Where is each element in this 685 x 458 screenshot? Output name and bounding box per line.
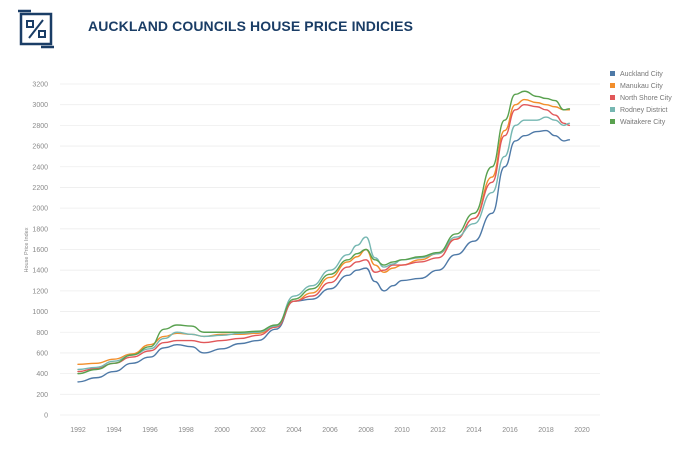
legend-item-label: Auckland City [620, 71, 663, 78]
series-line-north-shore-city [77, 103, 571, 373]
y-axis-title: House Price Index [24, 227, 30, 272]
legend-swatch [610, 95, 615, 100]
y-tick-label: 600 [36, 350, 48, 357]
series-line-rodney-district [77, 116, 571, 371]
x-tick-label: 2010 [394, 427, 410, 434]
legend: Auckland City Manukau City North Shore Cit… [610, 71, 672, 126]
y-tick-label: 3200 [32, 82, 48, 89]
x-axis: 1992 1994 1996 1998 2000 2002 2004 2006 2008 2010… [70, 427, 590, 434]
x-tick-label: 2020 [574, 427, 590, 434]
x-tick-label: 2008 [358, 427, 374, 434]
series-line-waitakere-city [77, 90, 571, 375]
x-tick-label: 2000 [214, 427, 230, 434]
y-tick-label: 400 [36, 371, 48, 378]
series-layer [77, 90, 571, 383]
x-tick-label: 2016 [502, 427, 518, 434]
y-tick-label: 1600 [32, 247, 48, 254]
y-tick-label: 2200 [32, 185, 48, 192]
x-tick-label: 1992 [70, 427, 86, 434]
legend-item-label: Rodney District [620, 107, 668, 114]
x-tick-label: 2018 [538, 427, 554, 434]
percent-logo-icon [18, 9, 54, 49]
y-tick-label: 2400 [32, 164, 48, 171]
y-tick-label: 1000 [32, 309, 48, 316]
x-tick-label: 2012 [430, 427, 446, 434]
y-tick-label: 0 [44, 413, 48, 420]
x-tick-label: 2004 [286, 427, 302, 434]
legend-swatch [610, 83, 615, 88]
legend-item-label: Manukau City [620, 83, 663, 90]
y-axis: 0 200 400 600 800 1000 1200 1400 1600 1800 2000 220… [32, 82, 48, 420]
page-title: AUCKLAND COUNCILS HOUSE PRICE INDICIES [88, 18, 414, 34]
x-tick-label: 2006 [322, 427, 338, 434]
x-tick-label: 1994 [106, 427, 122, 434]
x-tick-label: 2002 [250, 427, 266, 434]
legend-swatch [610, 107, 615, 112]
y-tick-label: 2000 [32, 206, 48, 213]
x-tick-label: 1996 [142, 427, 158, 434]
series-line-manukau-city [77, 98, 571, 366]
y-tick-label: 2600 [32, 144, 48, 151]
y-tick-label: 200 [36, 392, 48, 399]
legend-swatch [610, 119, 615, 124]
grid-layer [60, 83, 600, 416]
legend-item-label: North Shore City [620, 95, 672, 102]
y-tick-label: 1400 [32, 268, 48, 275]
y-tick-label: 1800 [32, 226, 48, 233]
series-line-auckland-city [77, 129, 571, 383]
y-tick-label: 800 [36, 330, 48, 337]
y-tick-label: 3000 [32, 102, 48, 109]
legend-item-label: Waitakere City [620, 119, 666, 126]
legend-swatch [610, 71, 615, 76]
x-tick-label: 1998 [178, 427, 194, 434]
y-tick-label: 1200 [32, 288, 48, 295]
x-tick-label: 2014 [466, 427, 482, 434]
y-tick-label: 2800 [32, 123, 48, 130]
